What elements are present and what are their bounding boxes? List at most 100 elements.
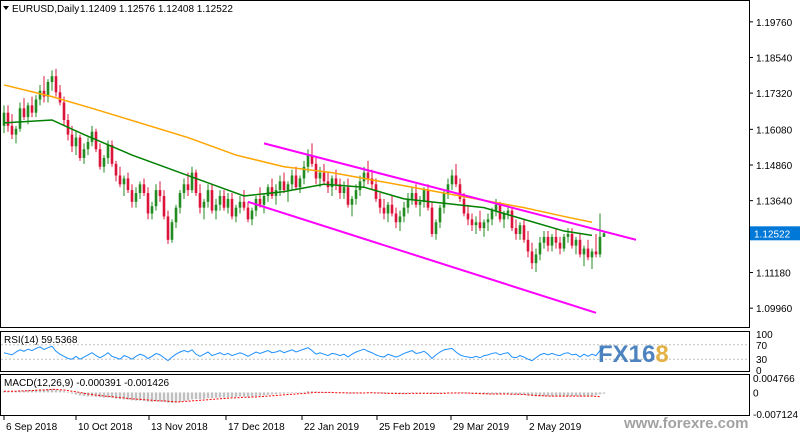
candle-body — [530, 251, 534, 264]
macd-histogram-bar — [166, 392, 170, 403]
candle-body — [602, 233, 606, 237]
candle-body — [514, 228, 518, 234]
candle-body — [422, 190, 426, 202]
candle-body — [290, 175, 294, 185]
candle-body — [2, 112, 6, 126]
macd-histogram-bar — [154, 392, 158, 402]
candle-body — [306, 155, 310, 167]
collapse-arrow-icon[interactable] — [3, 6, 9, 10]
macd-histogram-bar — [538, 392, 542, 397]
chart-ohlc-label: 1.12409 1.12576 1.12408 1.12522 — [80, 4, 233, 15]
macd-histogram-bar — [602, 392, 606, 394]
candle-body — [534, 254, 538, 264]
candle-body — [154, 190, 158, 207]
candle-body — [226, 198, 230, 208]
candle-body — [206, 190, 210, 202]
macd-histogram-bar — [70, 392, 74, 394]
macd-histogram-bar — [178, 392, 182, 402]
candle-body — [42, 90, 46, 97]
macd-histogram-bar — [306, 391, 310, 393]
candle-body — [150, 206, 154, 214]
macd-histogram-bar — [242, 392, 246, 397]
channel-lower-line — [247, 200, 597, 314]
macd-histogram-bar — [210, 392, 214, 399]
macd-histogram-bar — [374, 392, 378, 394]
time-tick-label: 13 Nov 2018 — [151, 422, 208, 433]
rsi-tick-label: 100 — [756, 330, 773, 341]
macd-histogram-bar — [66, 392, 70, 394]
macd-histogram-bar — [410, 392, 414, 394]
macd-histogram-bar — [430, 392, 434, 394]
macd-histogram-bar — [542, 392, 546, 397]
macd-histogram-bar — [246, 392, 250, 397]
candle-body — [550, 236, 554, 246]
macd-histogram-bar — [190, 392, 194, 400]
candle-body — [158, 190, 162, 196]
macd-histogram-bar — [590, 392, 594, 396]
candle-body — [30, 105, 34, 113]
macd-histogram-bar — [98, 392, 102, 398]
price-tick-label: 1.13640 — [756, 197, 793, 208]
candle-body — [302, 166, 306, 179]
macd-histogram-bar — [10, 391, 14, 393]
candle-body — [518, 225, 522, 234]
candle-body — [162, 195, 166, 217]
candle-body — [362, 172, 366, 182]
candle-body — [370, 178, 374, 185]
candle-body — [322, 172, 326, 182]
candle-body — [482, 222, 486, 229]
candle-body — [310, 155, 314, 164]
candle-body — [554, 236, 558, 243]
rsi-tick-label: 70 — [756, 341, 768, 352]
candle-body — [506, 210, 510, 214]
macd-histogram-bar — [562, 392, 566, 397]
candle-body — [418, 201, 422, 205]
macd-histogram-bar — [502, 392, 506, 394]
candle-body — [198, 193, 202, 208]
candle-body — [258, 198, 262, 205]
moving-average-slow — [3, 84, 593, 224]
candle-body — [546, 236, 550, 246]
candle-body — [490, 210, 494, 220]
macd-histogram-bar — [558, 392, 562, 397]
macd-histogram-bar — [118, 392, 122, 400]
candle-body — [210, 190, 214, 211]
candle-body — [138, 184, 142, 194]
macd-histogram-bar — [322, 392, 326, 393]
macd-histogram-bar — [490, 392, 494, 395]
macd-histogram-bar — [122, 392, 126, 400]
macd-histogram-bar — [254, 392, 258, 397]
macd-histogram-bar — [586, 392, 590, 397]
candle-body — [390, 204, 394, 214]
candle-body — [454, 175, 458, 185]
macd-histogram-bar — [130, 392, 134, 401]
candle-body — [450, 175, 454, 185]
time-axis: 6 Sep 2018 10 Oct 2018 13 Nov 2018 17 Dec 2… — [3, 416, 582, 433]
macd-histogram-bar — [258, 392, 262, 396]
macd-histogram-bar — [126, 392, 130, 400]
macd-histogram-bar — [522, 392, 526, 395]
macd-histogram-bar — [134, 392, 138, 401]
macd-histogram-bar — [494, 392, 498, 394]
candle-body — [250, 210, 254, 220]
candle-body — [558, 242, 562, 249]
macd-histogram-bar — [530, 392, 534, 397]
candle-body — [474, 222, 478, 226]
macd-histogram-bar — [282, 392, 286, 394]
macd-histogram-bar — [238, 392, 242, 397]
macd-histogram-bar — [274, 392, 278, 395]
candle-body — [194, 172, 198, 194]
candle-body — [126, 178, 130, 191]
macd-histogram-bar — [62, 391, 66, 393]
rsi-tick-label: 30 — [756, 355, 768, 366]
time-tick-label: 6 Sep 2018 — [6, 422, 58, 433]
candle-body — [202, 201, 206, 208]
candle-body — [570, 233, 574, 246]
candle-body — [466, 213, 470, 220]
macd-histogram-bar — [18, 390, 22, 393]
candle-body — [82, 149, 86, 158]
macd-tick-label: 0 — [753, 388, 759, 399]
candle-body — [26, 105, 30, 118]
candle-body — [110, 144, 114, 164]
